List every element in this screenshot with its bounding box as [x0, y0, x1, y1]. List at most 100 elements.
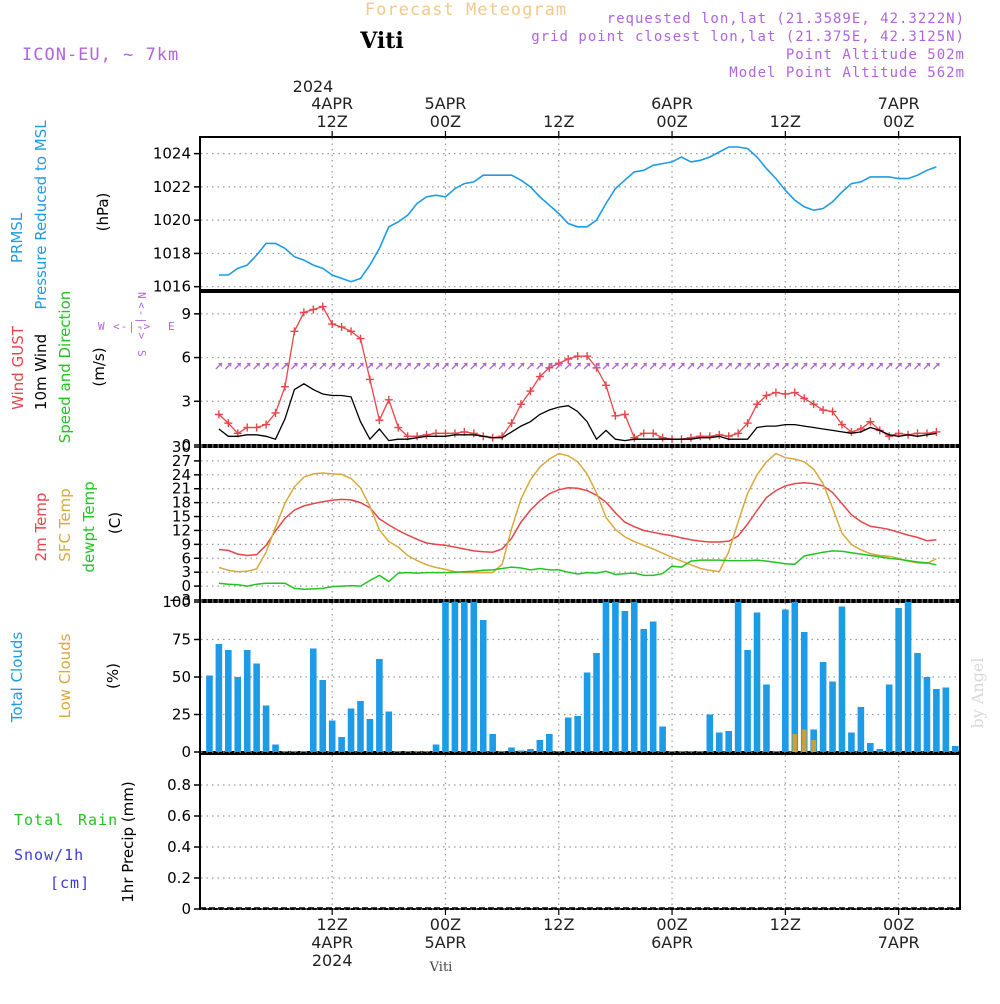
- gust-point: [526, 387, 535, 396]
- wind-direction-arrow: [649, 362, 657, 370]
- arrow-head: [321, 363, 326, 367]
- total-cloud-bar: [678, 751, 685, 752]
- bottom-year-label: 2024: [312, 951, 353, 970]
- arrow-head: [935, 363, 940, 367]
- total-cloud-bar: [706, 714, 714, 752]
- total-cloud-bar: [819, 662, 827, 752]
- gust-point: [649, 429, 658, 438]
- wind-direction-arrow: [243, 362, 251, 370]
- top-hour-label: 00Z: [656, 112, 687, 131]
- wind-direction-arrow: [309, 362, 317, 370]
- gust-point: [819, 406, 828, 415]
- wind-direction-arrow: [319, 362, 327, 370]
- total-cloud-bar: [734, 602, 742, 752]
- temp-tick-label: 3: [181, 563, 191, 581]
- gust-point: [696, 432, 705, 441]
- wind-direction-arrow: [593, 362, 600, 370]
- top-date-label: 4APR: [311, 94, 353, 113]
- gust-point: [743, 419, 752, 428]
- precip-tick-label: 0: [181, 900, 191, 918]
- total-cloud-bar: [442, 602, 449, 752]
- wind-direction-arrow: [847, 362, 855, 370]
- arrow-head: [406, 363, 411, 367]
- wind-direction-arrow: [574, 362, 582, 370]
- wind-direction-arrow: [611, 362, 619, 370]
- total-cloud-bar: [206, 675, 213, 752]
- wind-direction-arrow: [791, 362, 799, 370]
- wind-tick-label: 0: [181, 436, 191, 454]
- arrow-head: [614, 363, 619, 367]
- wind-direction-arrow: [347, 362, 355, 370]
- total-cloud-bar: [225, 650, 232, 752]
- total-cloud-bar: [234, 677, 242, 752]
- total-cloud-bar: [470, 602, 478, 752]
- gust-point: [507, 419, 516, 428]
- arrow-head: [623, 363, 628, 367]
- total-cloud-bar: [536, 740, 544, 752]
- precip-rain-label: Rain: [78, 811, 118, 829]
- wind-direction-arrow: [442, 362, 449, 370]
- total-cloud-bar: [649, 621, 657, 752]
- wind-direction-arrow: [432, 362, 440, 370]
- wind-tick-label: 6: [181, 349, 191, 367]
- arrow-head: [227, 363, 232, 367]
- total-cloud-bar: [885, 684, 893, 752]
- compass-east: E: [168, 320, 176, 333]
- total-cloud-bar: [687, 751, 695, 752]
- pressure-tick-label: 1016: [153, 278, 191, 296]
- requested-coords: requested lon,lat (21.3589E, 42.3222N): [607, 11, 965, 27]
- gust-point: [243, 423, 252, 432]
- arrow-head: [812, 363, 817, 367]
- arrow-head: [642, 363, 647, 367]
- arrow-head: [491, 363, 496, 367]
- arrow-head: [463, 363, 468, 367]
- gust-point: [564, 355, 573, 364]
- gust-point: [214, 410, 223, 419]
- arrow-head: [576, 363, 581, 367]
- total-cloud-bar: [328, 720, 336, 752]
- wind-direction-arrow: [904, 362, 912, 370]
- gust-point: [394, 423, 403, 432]
- total-cloud-bar: [461, 602, 468, 752]
- arrow-head: [699, 363, 704, 367]
- wind-direction-arrow: [753, 362, 761, 370]
- arrow-head: [840, 363, 845, 367]
- point-altitude: Point Altitude 502m: [786, 47, 965, 63]
- temp-tick-label: 9: [181, 535, 191, 553]
- plot-layers: [200, 146, 960, 909]
- total-cloud-bar: [527, 749, 534, 752]
- arrow-head: [255, 363, 260, 367]
- wind-direction-arrow: [451, 362, 459, 370]
- total-cloud-bar: [291, 751, 298, 752]
- wind-direction-arrow: [866, 362, 874, 370]
- wind-direction-arrow: [857, 362, 865, 370]
- wind-direction-arrow: [479, 362, 487, 370]
- model-label: ICON-EU, ~ 7km: [22, 45, 179, 65]
- temp-unit: (C): [106, 512, 124, 534]
- gust-point: [280, 382, 289, 391]
- gust-point: [753, 400, 762, 409]
- gust-point: [601, 381, 610, 390]
- wind-direction-arrow: [876, 362, 884, 370]
- wind-direction-arrow: [621, 362, 629, 370]
- arrow-head: [803, 363, 808, 367]
- arrow-head: [265, 363, 270, 367]
- gust-point: [299, 308, 308, 317]
- arrow-head: [529, 363, 534, 367]
- wind-10m-label: 10m Wind: [32, 334, 50, 410]
- total-cloud-bar: [432, 744, 440, 752]
- wind-direction-arrow: [423, 362, 431, 370]
- total-cloud-bar: [338, 737, 345, 752]
- wind-direction-arrow: [508, 362, 516, 370]
- total-cloud-bar: [262, 705, 270, 752]
- bottom-hour-label: 00Z: [656, 915, 687, 934]
- wind-direction-arrow: [470, 362, 478, 370]
- precip-cm-label: [cm]: [50, 874, 90, 892]
- arrow-head: [774, 363, 779, 367]
- wind-direction-arrow: [375, 362, 383, 370]
- total-cloud-bar: [725, 731, 732, 752]
- total-cloud-bar: [423, 751, 430, 752]
- gust-point: [309, 305, 318, 314]
